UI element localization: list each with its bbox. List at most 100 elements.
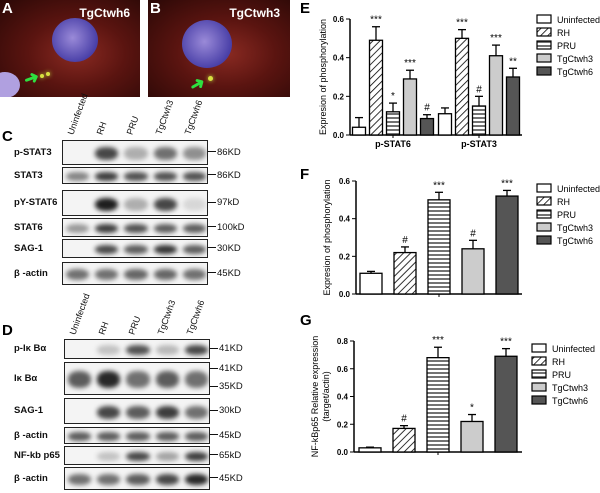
- y-tick-label: 0.2: [333, 92, 345, 101]
- legend-swatch: [536, 40, 552, 50]
- molecular-weight-label: 45kD: [210, 430, 241, 441]
- y-tick-label: 0.2: [339, 252, 351, 261]
- blot-band: [66, 268, 90, 281]
- blot-band: [68, 371, 92, 388]
- y-axis-label: NF-kBp65 Relative expression: [310, 336, 320, 458]
- panel-label-f: F: [300, 166, 310, 183]
- legend-label: TgCtwh6: [557, 236, 593, 246]
- significance-label: ***: [500, 337, 512, 348]
- blot-row-label: β -actin: [14, 267, 48, 279]
- blot-band: [126, 451, 150, 462]
- blot-band: [182, 147, 206, 160]
- blot-strip: [64, 362, 210, 395]
- blot-strip: [62, 239, 208, 258]
- blot-band: [124, 268, 148, 281]
- significance-label: ***: [404, 58, 416, 69]
- blot-band: [182, 197, 206, 211]
- legend-swatch: [536, 196, 552, 206]
- bar-uninfected: [358, 447, 382, 453]
- legend-swatch: [531, 356, 547, 366]
- legend-swatch: [531, 343, 547, 353]
- y-tick-label: 0.0: [339, 290, 351, 299]
- micrograph-title: TgCtwh6: [79, 6, 130, 20]
- blot-row-label: SAG-1: [14, 242, 44, 254]
- molecular-weight-label: 45KD: [210, 473, 243, 484]
- blot-strip: [64, 427, 210, 444]
- blot-band: [155, 432, 179, 441]
- legend-swatch: [536, 66, 552, 76]
- legend-label: RH: [557, 28, 570, 38]
- legend-swatch: [536, 235, 552, 245]
- molecular-weight-label: 86KD: [208, 147, 241, 158]
- molecular-weight-label: 65kD: [210, 450, 241, 461]
- bar-tgctwh6: [505, 76, 521, 136]
- molecular-weight-label: 30KD: [208, 243, 241, 254]
- y-axis-label-2: (target/actin): [321, 371, 331, 422]
- legend-label: RH: [552, 357, 565, 367]
- blot-band: [124, 197, 148, 211]
- significance-label: #: [401, 414, 407, 425]
- significance-label: ***: [433, 180, 445, 191]
- bar-rh: [454, 37, 470, 136]
- significance-label: ***: [370, 15, 382, 26]
- panel-label-a: A: [2, 0, 13, 17]
- blot-band: [184, 451, 208, 462]
- significance-label: ***: [456, 18, 468, 29]
- molecular-weight-label: 41KD: [210, 363, 243, 374]
- legend-label: PRU: [557, 41, 576, 51]
- nucleus: [0, 72, 20, 97]
- legend-label: Uninfected: [552, 344, 595, 354]
- legend-label: PRU: [557, 210, 576, 220]
- bar-tgctwh3: [488, 55, 504, 136]
- bar-pru: [385, 111, 401, 136]
- blot-band: [153, 197, 177, 211]
- bar-tgctwh6: [495, 195, 519, 295]
- legend-label: PRU: [552, 370, 571, 380]
- parasite-dot: [40, 74, 44, 78]
- chart-f: 0.0 0.2 0.4 0.6 Expresion of phosphorylation…: [322, 177, 600, 299]
- significance-label: #: [424, 103, 430, 114]
- molecular-weight-label: 41KD: [210, 343, 243, 354]
- blot-strip: [64, 446, 210, 465]
- bar-uninfected: [359, 272, 383, 295]
- blot-strip: [62, 167, 208, 184]
- arrow-icon: ➜: [185, 71, 209, 97]
- micrograph-a: ➜ TgCtwh6: [0, 0, 140, 97]
- blot-band: [184, 432, 208, 441]
- blot-band: [97, 432, 121, 441]
- lane-label: PRU: [124, 114, 141, 136]
- blot-band: [155, 451, 179, 462]
- micrograph-title: TgCtwh3: [229, 6, 280, 20]
- blot-strip: [64, 398, 210, 424]
- blot-band: [184, 371, 208, 388]
- blot-band: [68, 473, 92, 486]
- blot-band: [155, 345, 179, 355]
- blot-strip: [62, 262, 208, 285]
- blot-band: [184, 345, 208, 355]
- significance-label: ***: [432, 335, 444, 346]
- blot-band: [126, 405, 150, 419]
- blot-strip: [62, 190, 208, 216]
- blot-band: [97, 371, 121, 388]
- y-tick-label: 0.0: [337, 448, 349, 457]
- bar-tgctwh6: [494, 355, 518, 453]
- blot-band: [126, 473, 150, 486]
- blot-band: [155, 371, 179, 388]
- panel-label-c: C: [2, 128, 13, 145]
- blot-band: [184, 473, 208, 486]
- blot-band: [97, 473, 121, 486]
- blot-band: [95, 147, 119, 160]
- arrow-icon: ➜: [20, 66, 42, 91]
- bar-rh: [392, 427, 416, 453]
- blot-band: [182, 244, 206, 255]
- blot-band: [66, 172, 90, 181]
- legend-swatch: [536, 53, 552, 63]
- blot-band: [153, 268, 177, 281]
- lane-label: TgCtwh6: [182, 98, 205, 136]
- y-tick-label: 0.8: [337, 337, 349, 346]
- blot-row-label: NF-kb p65: [14, 449, 60, 461]
- blot-strip: [62, 140, 208, 165]
- bar-tgctwh3: [402, 78, 418, 136]
- blot-band: [184, 405, 208, 419]
- legend-label: TgCtwh6: [552, 396, 588, 406]
